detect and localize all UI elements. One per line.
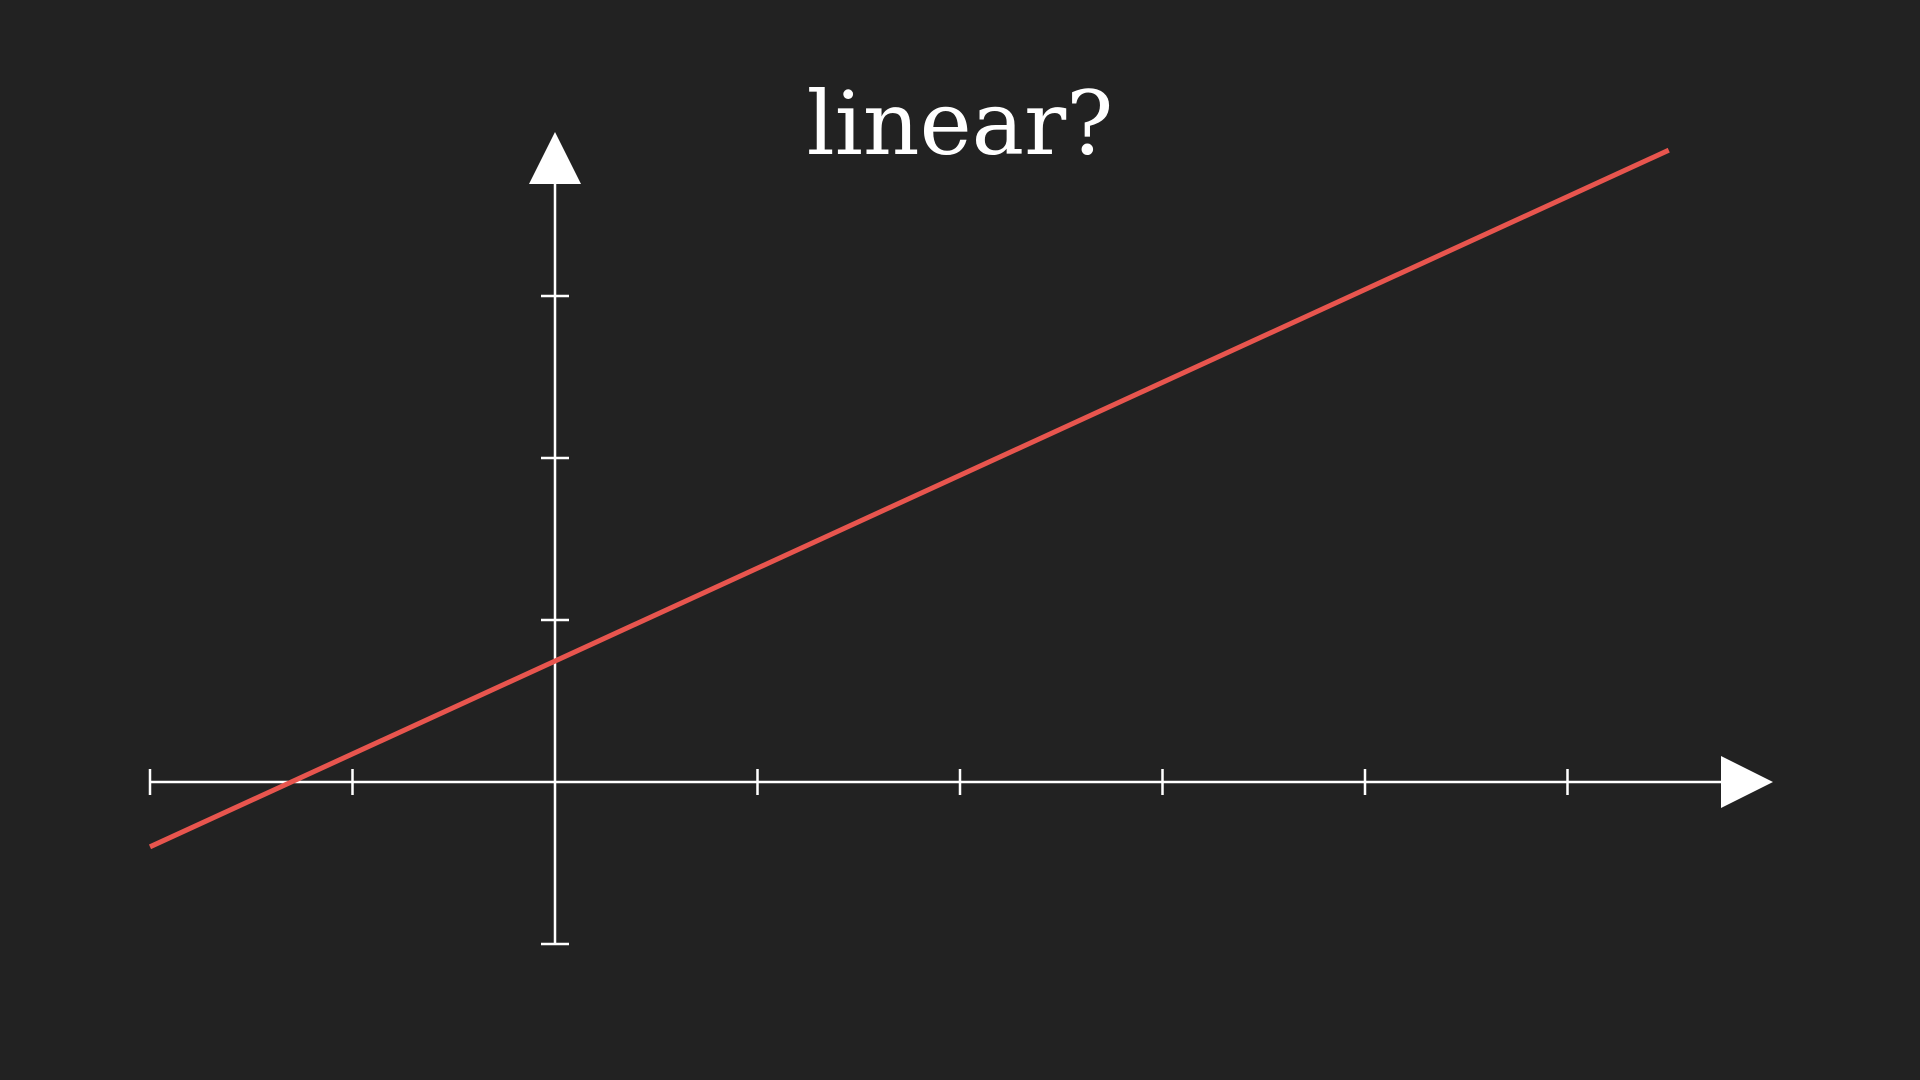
- series-line: [148, 147, 1670, 850]
- axes: [148, 132, 1773, 946]
- x-axis-arrowhead: [1721, 756, 1773, 808]
- chart-title-text: linear?: [806, 72, 1114, 175]
- series-layer: [148, 147, 1670, 850]
- chart-title: linear?: [0, 80, 1920, 168]
- y-axis-arrowhead: [529, 132, 581, 184]
